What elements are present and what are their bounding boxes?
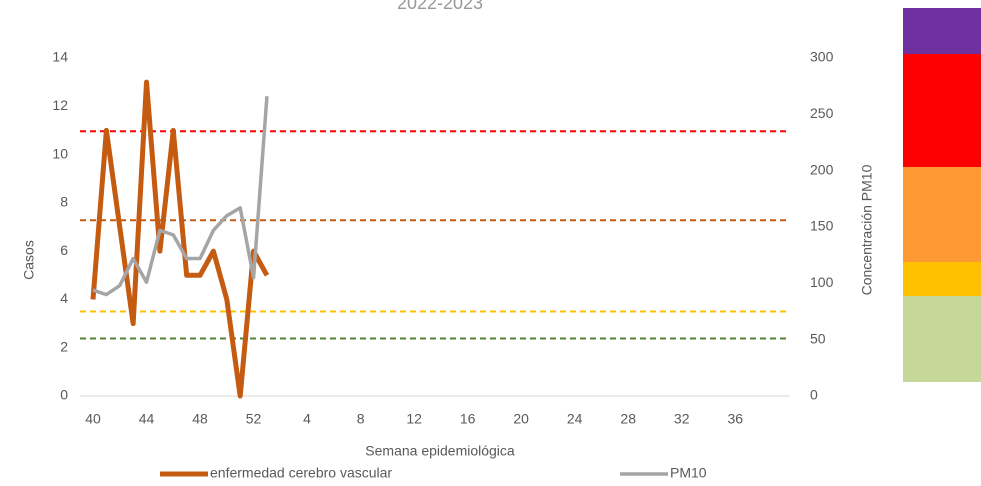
- x-tick-label: 44: [139, 411, 155, 427]
- series-line: [92, 96, 269, 297]
- x-tick-label: 28: [620, 411, 636, 427]
- y-tick-label: 8: [60, 194, 68, 210]
- y-tick-label: 2: [60, 338, 68, 354]
- scale-green: [903, 296, 981, 382]
- scale-purple: [903, 8, 981, 54]
- y-axis-label: Casos: [21, 240, 37, 280]
- y2-axis-label: Concentración PM10: [859, 164, 875, 295]
- y-tick-label: 10: [52, 145, 68, 161]
- x-tick-label: 52: [246, 411, 262, 427]
- color-scale: [903, 8, 981, 382]
- y-tick-label: 12: [52, 97, 68, 113]
- legend-label: enfermedad cerebro vascular: [210, 465, 392, 481]
- y-tick-label: 6: [60, 242, 68, 258]
- x-tick-label: 12: [406, 411, 422, 427]
- y2-tick-label: 300: [810, 49, 834, 65]
- x-tick-label: 32: [674, 411, 690, 427]
- scale-red: [903, 54, 981, 167]
- y2-tick-label: 150: [810, 218, 834, 234]
- x-tick-label: 16: [460, 411, 476, 427]
- y2-tick-label: 0: [810, 387, 818, 403]
- x-axis-label: Semana epidemiológica: [365, 443, 515, 459]
- chart-title: 2022-2023: [397, 0, 483, 13]
- y2-tick-label: 200: [810, 161, 834, 177]
- scale-orange: [903, 167, 981, 262]
- series-line: [90, 79, 270, 399]
- y-tick-label: 14: [52, 49, 68, 65]
- y-tick-label: 4: [60, 290, 68, 306]
- y-tick-label: 0: [60, 387, 68, 403]
- x-tick-label: 36: [727, 411, 743, 427]
- scale-yellow: [903, 262, 981, 296]
- y2-tick-label: 100: [810, 274, 834, 290]
- x-tick-label: 48: [192, 411, 208, 427]
- x-tick-label: 24: [567, 411, 583, 427]
- x-tick-label: 20: [513, 411, 529, 427]
- y2-tick-label: 50: [810, 330, 826, 346]
- legend-label: PM10: [670, 465, 707, 481]
- x-tick-label: 8: [357, 411, 365, 427]
- x-tick-label: 40: [85, 411, 101, 427]
- x-tick-label: 4: [303, 411, 311, 427]
- y2-tick-label: 250: [810, 105, 834, 121]
